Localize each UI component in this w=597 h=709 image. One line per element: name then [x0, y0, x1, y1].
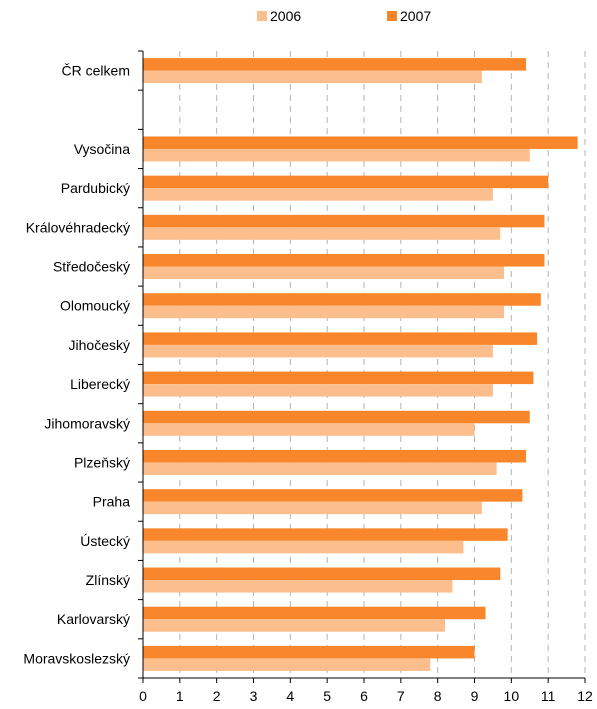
- bar-2007-4: [143, 214, 545, 228]
- bar-2007-12: [143, 528, 508, 541]
- legend-label-2007: 2007: [400, 8, 432, 24]
- category-label: Olomoucký: [60, 298, 130, 314]
- category-label: Středočeský: [53, 259, 130, 275]
- x-tick-label-5: 5: [323, 688, 331, 704]
- bar-2006-15: [143, 658, 431, 671]
- category-label: Královéhradecký: [26, 219, 130, 235]
- legend: 2006 2007: [0, 8, 597, 28]
- bar-2006-5: [143, 266, 504, 280]
- category-label: Ústecký: [80, 533, 130, 549]
- bar-2007-0: [143, 58, 527, 71]
- bar-2006-9: [143, 423, 475, 436]
- axes: [138, 50, 586, 683]
- category-label: Vysočina: [74, 141, 131, 157]
- bar-2007-14: [143, 606, 486, 620]
- bar-2006-0: [143, 70, 482, 84]
- x-tick-label-10: 10: [504, 688, 520, 704]
- bar-2007-8: [143, 371, 534, 385]
- category-label: Zlínský: [86, 572, 130, 588]
- bar-2006-6: [143, 305, 504, 319]
- bar-2006-8: [143, 384, 493, 397]
- bar-2007-3: [143, 175, 549, 189]
- category-label: Liberecký: [70, 376, 130, 392]
- x-tick-label-11: 11: [541, 688, 556, 704]
- legend-item-2007: 2007: [387, 8, 431, 24]
- category-label: Praha: [93, 494, 131, 510]
- legend-swatch-2007: [387, 11, 397, 21]
- legend-item-2006: 2006: [257, 8, 301, 24]
- x-tick-label-6: 6: [360, 688, 368, 704]
- category-label: Jihomoravský: [44, 415, 130, 431]
- bar-2007-10: [143, 449, 527, 463]
- x-tick-label-9: 9: [471, 688, 479, 704]
- x-tick-label-8: 8: [434, 688, 442, 704]
- x-tick-label-7: 7: [397, 688, 405, 704]
- bar-2006-3: [143, 188, 493, 201]
- bar-2007-9: [143, 410, 530, 424]
- bar-2006-4: [143, 227, 501, 240]
- category-label: Jihočeský: [69, 337, 130, 353]
- x-tick-labels: 0 1 2 3 4 5 6 7 8 9 10 11 12: [139, 688, 593, 704]
- x-tick-label-0: 0: [139, 688, 147, 704]
- x-tick-label-1: 1: [176, 688, 184, 704]
- category-label: ČR celkem: [62, 63, 130, 79]
- category-label: Karlovarský: [57, 611, 130, 627]
- bar-2006-7: [143, 344, 493, 358]
- category-label: Moravskoslezský: [23, 650, 130, 666]
- bar-2007-15: [143, 645, 475, 659]
- bar-2006-12: [143, 540, 464, 554]
- bar-2006-11: [143, 501, 482, 515]
- x-tick-label-12: 12: [577, 688, 593, 704]
- legend-swatch-2006: [257, 11, 267, 21]
- x-tick-label-3: 3: [250, 688, 258, 704]
- x-tick-label-4: 4: [286, 688, 294, 704]
- bar-2006-2: [143, 148, 530, 162]
- bar-2007-2: [143, 136, 578, 149]
- x-tick-label-2: 2: [213, 688, 221, 704]
- bar-2007-6: [143, 293, 541, 306]
- legend-label-2006: 2006: [270, 8, 302, 24]
- bar-2007-13: [143, 567, 501, 581]
- bar-2007-7: [143, 332, 538, 345]
- bar-2007-5: [143, 254, 545, 267]
- category-label: Plzeňský: [74, 454, 130, 470]
- bar-2006-10: [143, 462, 497, 475]
- bars: [143, 58, 578, 671]
- bar-2007-11: [143, 489, 523, 502]
- category-label: Pardubický: [61, 180, 130, 196]
- category-labels: ČR celkem Vysočina Pardubický Královéhradec…: [23, 63, 130, 667]
- bar-2006-13: [143, 580, 453, 593]
- bar-2006-14: [143, 619, 446, 632]
